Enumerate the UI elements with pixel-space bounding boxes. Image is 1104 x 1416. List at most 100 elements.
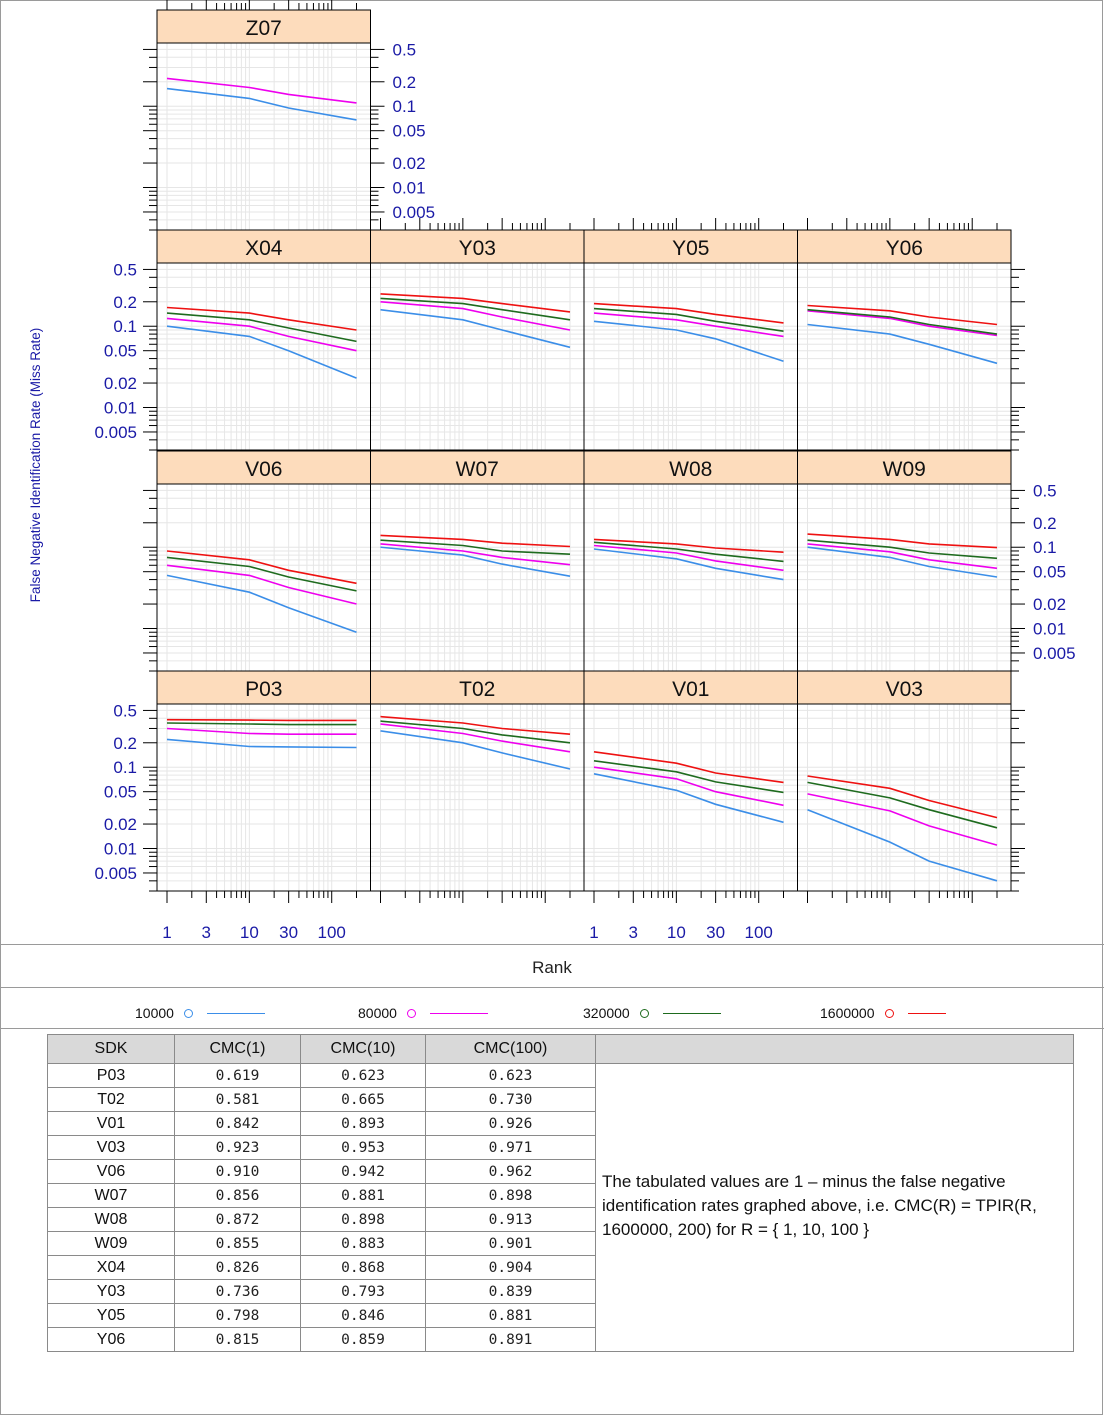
x-axis bbox=[380, 891, 571, 903]
series-line-1600000 bbox=[166, 306, 357, 331]
y-axis: 0.5 0.2 0.1 0.05 0.02 0.01 0.005 bbox=[94, 701, 157, 892]
panel-w07: W07 bbox=[370, 450, 585, 672]
cmc-cell: 0.623 bbox=[300, 1063, 426, 1088]
cmc-cell: 0.842 bbox=[174, 1111, 301, 1136]
panel-frame bbox=[583, 262, 798, 451]
series-line-10000 bbox=[593, 320, 784, 363]
cmc-cell: 0.898 bbox=[300, 1207, 426, 1232]
sdk-cell: W09 bbox=[47, 1231, 175, 1256]
x-axis bbox=[807, 218, 998, 230]
panel-t02: T02 bbox=[370, 670, 585, 892]
cmc-cell: 0.798 bbox=[174, 1303, 301, 1328]
panel-frame bbox=[370, 483, 585, 672]
x-tick-label: 1 bbox=[162, 923, 171, 942]
cmc-cell: 0.913 bbox=[425, 1207, 596, 1232]
cmc-cell: 0.923 bbox=[174, 1135, 301, 1160]
legend-line-icon bbox=[662, 1012, 721, 1014]
x-tick-label: 10 bbox=[240, 923, 259, 942]
cmc-cell: 0.665 bbox=[300, 1087, 426, 1112]
table-row: Y05 0.798 0.846 0.881 bbox=[47, 1303, 1074, 1328]
cmc-cell: 0.859 bbox=[300, 1327, 426, 1352]
legend-circle-icon bbox=[183, 1008, 193, 1018]
series-line-80000 bbox=[593, 312, 784, 338]
panel-title: V01 bbox=[672, 678, 709, 701]
y-tick-label: 0.01 bbox=[393, 179, 426, 198]
panel-w09: W09 bbox=[797, 450, 1012, 672]
y-tick-label: 0.1 bbox=[113, 317, 137, 336]
panel-y06: Y06 bbox=[797, 229, 1012, 451]
panel-strip bbox=[797, 229, 1012, 264]
panel-v01: V01 bbox=[583, 670, 798, 892]
series-line-1600000 bbox=[380, 715, 571, 735]
table-row: V03 0.923 0.953 0.971 bbox=[47, 1135, 1074, 1160]
y-tick-label: 0.5 bbox=[1033, 481, 1057, 500]
x-axis-label: Rank bbox=[532, 958, 572, 977]
panel-strip bbox=[370, 229, 585, 264]
divider bbox=[0, 944, 1104, 945]
series-line-320000 bbox=[593, 541, 784, 563]
panel-frame bbox=[583, 703, 798, 892]
series-line-10000 bbox=[807, 808, 998, 882]
series-line-1600000 bbox=[807, 775, 998, 819]
table-row: P03 0.619 0.623 0.623 The tabulated values a… bbox=[47, 1063, 1074, 1352]
x-tick-label: 1 bbox=[589, 923, 598, 942]
x-tick-label: 30 bbox=[706, 923, 725, 942]
cmc-table: SDK CMC(1) CMC(10) CMC(100) P03 0.619 0.62… bbox=[47, 1034, 1074, 1352]
y-tick-label: 0.01 bbox=[104, 840, 137, 859]
legend-label: 320000 bbox=[583, 1005, 630, 1021]
series-line-320000 bbox=[807, 539, 998, 560]
divider bbox=[0, 987, 1104, 988]
column-header: CMC(1) bbox=[174, 1034, 301, 1064]
cmc-cell: 0.619 bbox=[174, 1063, 301, 1088]
sdk-cell: W08 bbox=[47, 1207, 175, 1232]
y-tick-label: 0.2 bbox=[113, 293, 137, 312]
series-line-10000 bbox=[166, 325, 357, 379]
cmc-cell: 0.623 bbox=[425, 1063, 596, 1088]
y-tick-label: 0.2 bbox=[393, 73, 417, 92]
y-tick-label: 0.5 bbox=[113, 701, 137, 720]
cmc-cell: 0.893 bbox=[300, 1111, 426, 1136]
cmc-cell: 0.855 bbox=[174, 1231, 301, 1256]
series-line-80000 bbox=[807, 310, 998, 337]
cmc-cell: 0.868 bbox=[300, 1255, 426, 1280]
y-tick-label: 0.05 bbox=[104, 783, 137, 802]
panel-frame bbox=[156, 262, 371, 451]
panel-p03: P03 bbox=[156, 670, 371, 892]
cmc-cell: 0.898 bbox=[425, 1183, 596, 1208]
cmc-cell: 0.793 bbox=[300, 1279, 426, 1304]
panel-title: V06 bbox=[245, 458, 282, 481]
y-axis: 0.5 0.2 0.1 0.05 0.02 0.01 0.005 bbox=[94, 260, 157, 451]
series-line-320000 bbox=[380, 297, 571, 321]
x-tick-label: 3 bbox=[202, 923, 211, 942]
y-tick-label: 0.005 bbox=[94, 423, 137, 442]
column-header: CMC(10) bbox=[300, 1034, 426, 1064]
panel-strip bbox=[583, 670, 798, 705]
y-tick-label: 0.05 bbox=[1033, 563, 1066, 582]
column-header: CMC(100) bbox=[425, 1034, 596, 1064]
table-row: X04 0.826 0.868 0.904 bbox=[47, 1255, 1074, 1280]
series-line-1600000 bbox=[807, 304, 998, 326]
cmc-cell: 0.910 bbox=[174, 1159, 301, 1184]
y-tick-label: 0.05 bbox=[393, 122, 426, 141]
y-tick-label: 0.2 bbox=[113, 734, 137, 753]
panel-w08: W08 bbox=[583, 450, 798, 672]
series-line-320000 bbox=[166, 312, 357, 343]
y-tick-label: 0.5 bbox=[393, 40, 417, 59]
y-axis bbox=[1011, 709, 1025, 892]
panel-v06: V06 bbox=[156, 450, 371, 672]
cmc-cell: 0.581 bbox=[174, 1087, 301, 1112]
panel-strip bbox=[156, 450, 371, 485]
panel-frame bbox=[156, 42, 371, 231]
series-line-80000 bbox=[807, 793, 998, 846]
panel-z07: Z07 bbox=[156, 9, 371, 231]
divider bbox=[0, 1028, 1104, 1029]
y-axis bbox=[1011, 268, 1025, 451]
y-tick-label: 0.1 bbox=[1033, 538, 1057, 557]
table-header-row: SDK CMC(1) CMC(10) CMC(100) bbox=[47, 1034, 1074, 1064]
y-axis bbox=[143, 489, 157, 672]
table-row: T02 0.581 0.665 0.730 bbox=[47, 1087, 1074, 1112]
y-tick-label: 0.005 bbox=[393, 203, 436, 222]
series-line-1600000 bbox=[380, 293, 571, 313]
x-tick-label: 10 bbox=[667, 923, 686, 942]
legend-label: 80000 bbox=[358, 1005, 397, 1021]
